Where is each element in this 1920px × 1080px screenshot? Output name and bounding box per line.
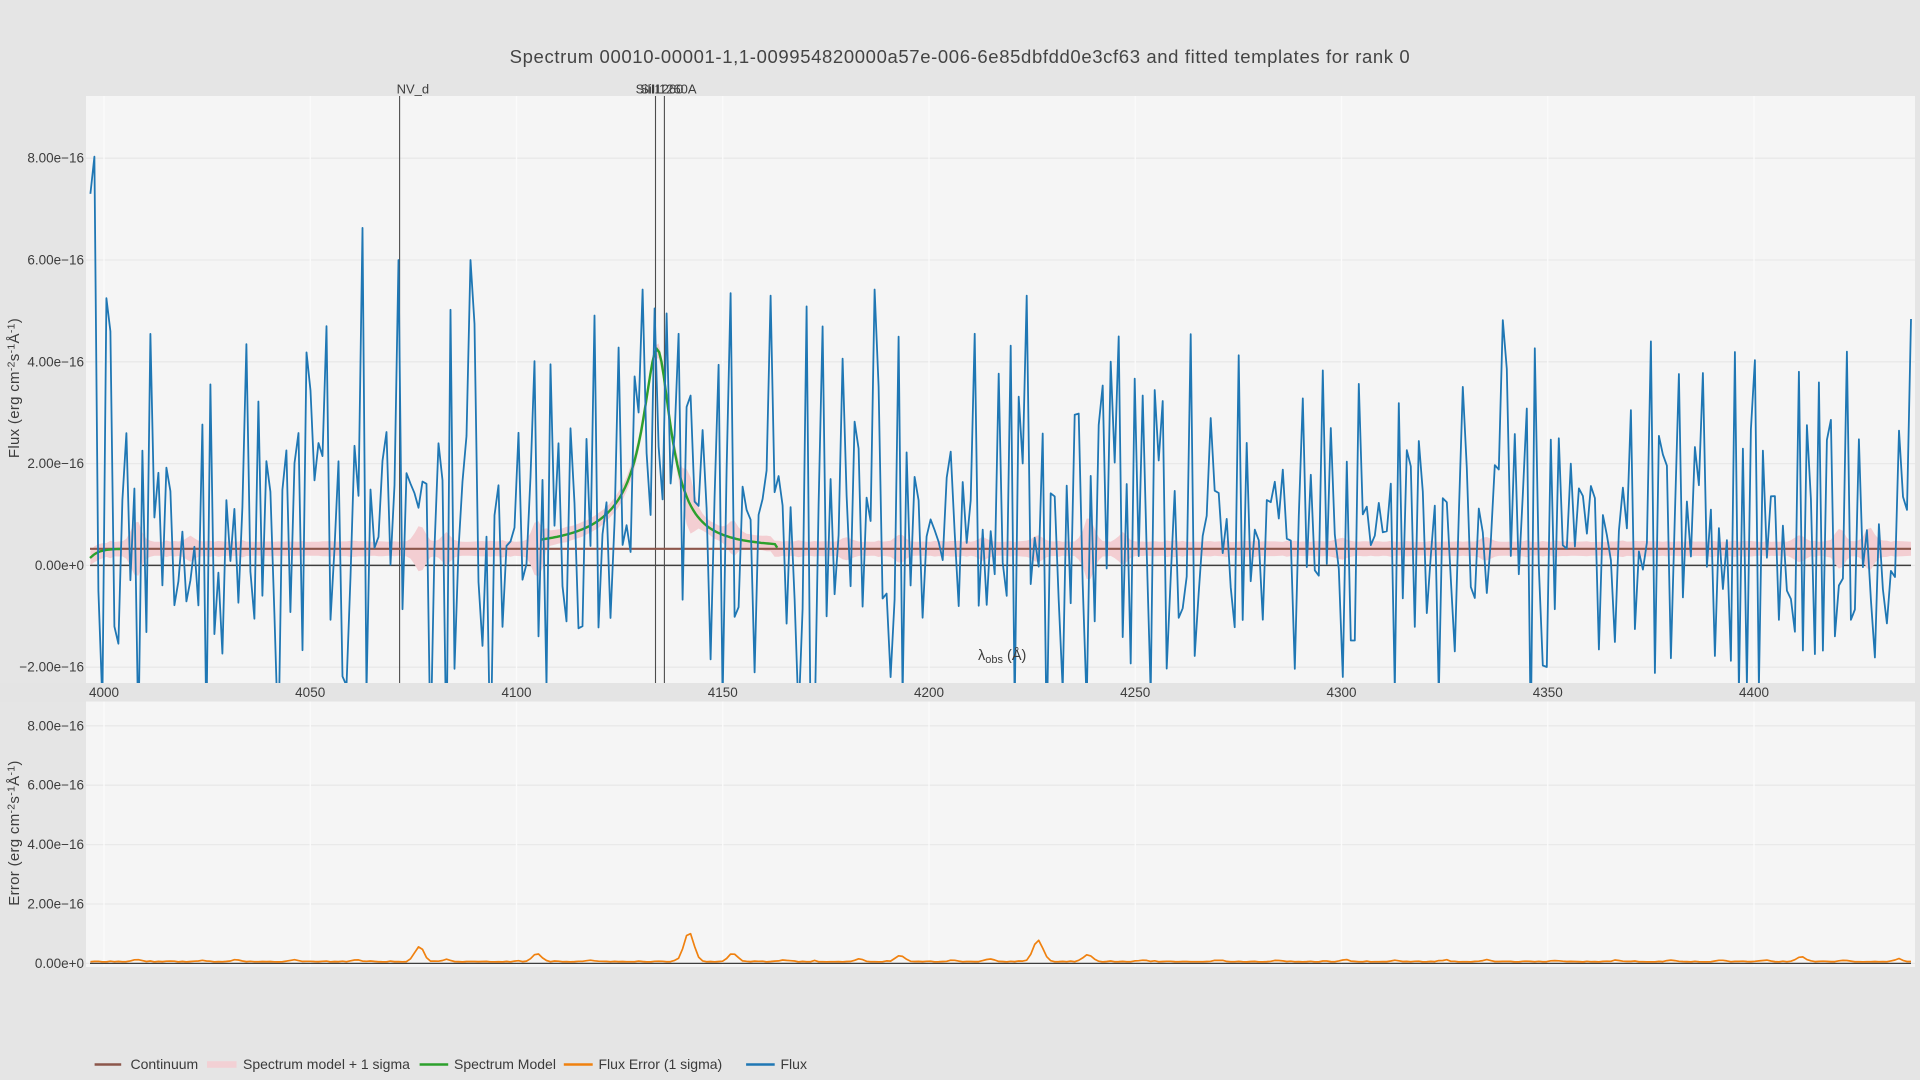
svg-text:4150: 4150 bbox=[708, 685, 738, 700]
svg-text:Continuum: Continuum bbox=[131, 1056, 199, 1072]
svg-text:4.00e−16: 4.00e−16 bbox=[27, 837, 84, 852]
svg-text:−2.00e−16: −2.00e−16 bbox=[19, 660, 84, 675]
svg-text:4050: 4050 bbox=[295, 685, 325, 700]
svg-text:4400: 4400 bbox=[1739, 685, 1769, 700]
svg-text:4350: 4350 bbox=[1533, 685, 1563, 700]
svg-text:NV_d: NV_d bbox=[397, 82, 430, 97]
svg-text:SiII1260A: SiII1260A bbox=[640, 82, 697, 97]
svg-text:Flux: Flux bbox=[781, 1056, 807, 1072]
svg-text:8.00e−16: 8.00e−16 bbox=[27, 151, 84, 166]
svg-text:4300: 4300 bbox=[1326, 685, 1356, 700]
svg-text:Flux (erg cm-2s-1Å-1): Flux (erg cm-2s-1Å-1) bbox=[6, 318, 24, 458]
svg-text:0.00e+0: 0.00e+0 bbox=[35, 956, 84, 971]
svg-text:Flux Error (1 sigma): Flux Error (1 sigma) bbox=[599, 1056, 723, 1072]
svg-text:8.00e−16: 8.00e−16 bbox=[27, 718, 84, 733]
svg-text:2.00e−16: 2.00e−16 bbox=[27, 897, 84, 912]
svg-text:λobs (Å): λobs (Å) bbox=[978, 647, 1026, 666]
svg-text:6.00e−16: 6.00e−16 bbox=[27, 778, 84, 793]
svg-text:4250: 4250 bbox=[1120, 685, 1150, 700]
svg-text:4.00e−16: 4.00e−16 bbox=[27, 354, 84, 369]
svg-text:Error (erg cm-2s-1Å-1): Error (erg cm-2s-1Å-1) bbox=[6, 760, 24, 905]
svg-text:6.00e−16: 6.00e−16 bbox=[27, 253, 84, 268]
svg-text:0.00e+0: 0.00e+0 bbox=[35, 558, 84, 573]
svg-text:4000: 4000 bbox=[89, 685, 119, 700]
svg-text:Spectrum Model: Spectrum Model bbox=[454, 1056, 556, 1072]
svg-text:SiII1260: SiII1260 bbox=[636, 82, 684, 97]
svg-text:4200: 4200 bbox=[914, 685, 944, 700]
svg-text:4100: 4100 bbox=[501, 685, 531, 700]
svg-text:2.00e−16: 2.00e−16 bbox=[27, 456, 84, 471]
svg-text:Spectrum model + 1 sigma: Spectrum model + 1 sigma bbox=[243, 1056, 410, 1072]
svg-text:Spectrum 00010-00001-1,1-00995: Spectrum 00010-00001-1,1-009954820000a57… bbox=[510, 46, 1411, 67]
